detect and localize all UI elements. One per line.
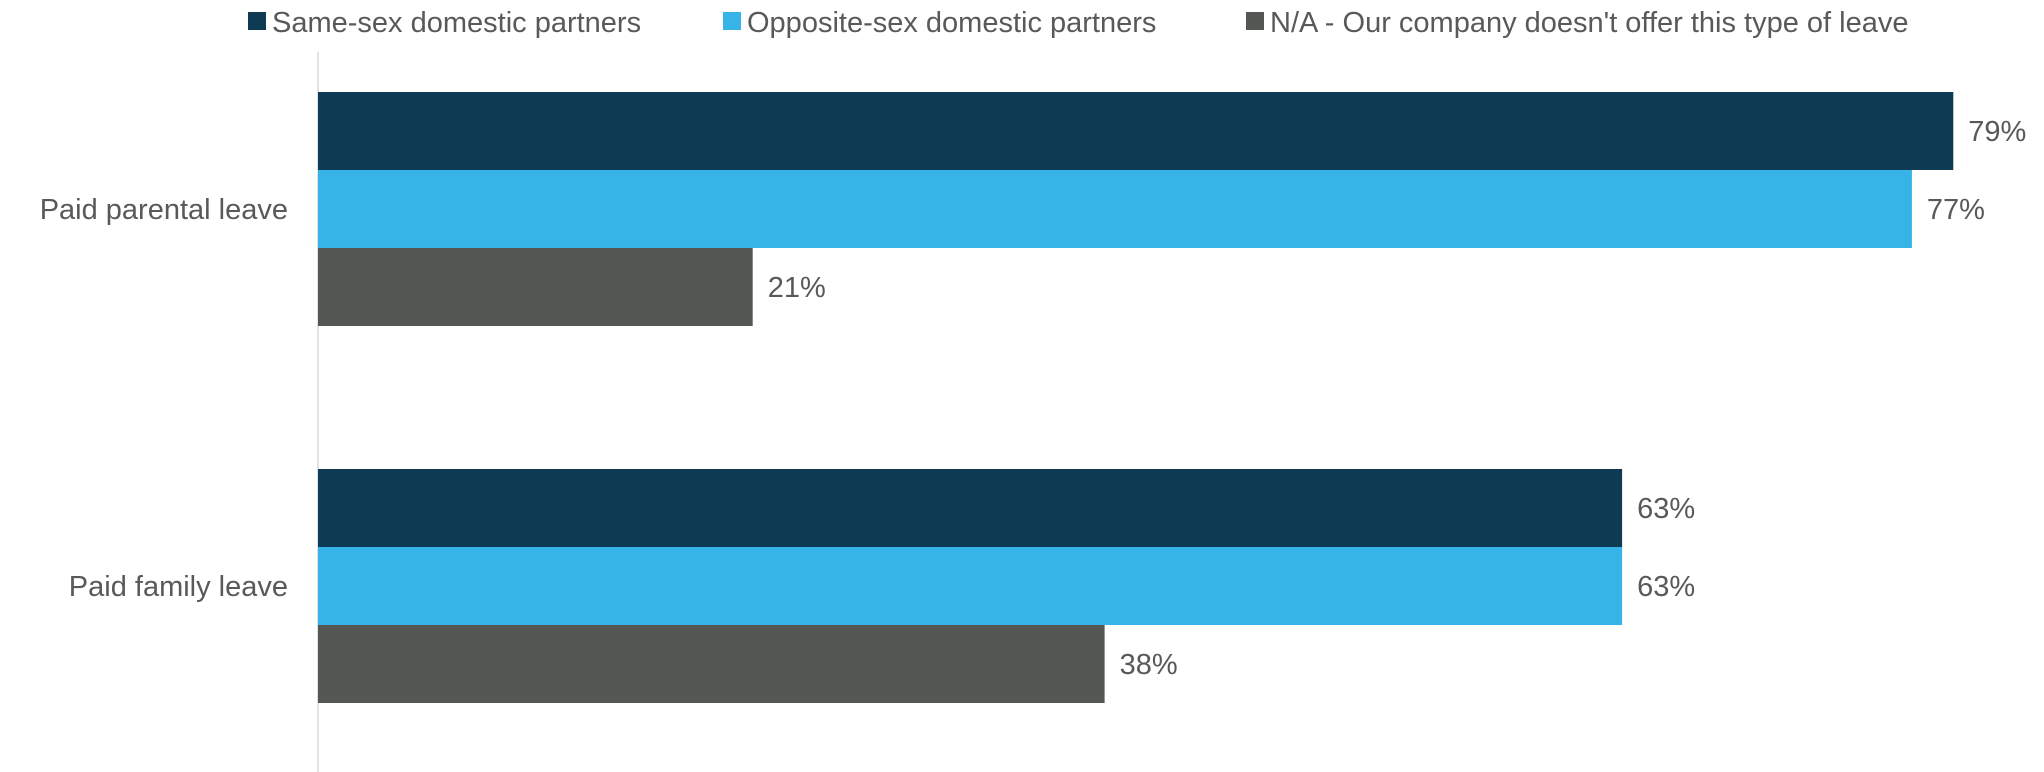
legend-swatch-3: [1246, 12, 1264, 30]
bar-paid-family-leave-series-3: [318, 625, 1105, 703]
bar-paid-parental-leave-series-2: [318, 170, 1912, 248]
legend-label-2: Opposite-sex domestic partners: [747, 7, 1156, 39]
data-label-paid-family-leave-series-1: 63%: [1637, 493, 1695, 525]
category-label-paid-parental-leave: Paid parental leave: [40, 194, 288, 226]
bar-paid-family-leave-series-1: [318, 469, 1623, 547]
legend-swatch-2: [723, 12, 741, 30]
legend-label-1: Same-sex domestic partners: [272, 7, 641, 39]
category-label-paid-family-leave: Paid family leave: [69, 571, 288, 603]
legend-label-3: N/A - Our company doesn't offer this typ…: [1270, 7, 1909, 39]
legend: Same-sex domestic partners Opposite-sex d…: [248, 7, 1909, 39]
data-label-paid-parental-leave-series-2: 77%: [1927, 194, 1985, 226]
bar-paid-parental-leave-series-1: [318, 92, 1954, 170]
plot-area: Paid parental leave 79% 77% 21% Paid family …: [40, 92, 2026, 703]
data-label-paid-family-leave-series-2: 63%: [1637, 571, 1695, 603]
bar-paid-family-leave-series-2: [318, 547, 1623, 625]
data-label-paid-parental-leave-series-1: 79%: [1968, 116, 2026, 148]
data-label-paid-family-leave-series-3: 38%: [1120, 649, 1178, 681]
legend-swatch-1: [248, 12, 266, 30]
data-label-paid-parental-leave-series-3: 21%: [768, 272, 826, 304]
bar-paid-parental-leave-series-3: [318, 248, 753, 326]
